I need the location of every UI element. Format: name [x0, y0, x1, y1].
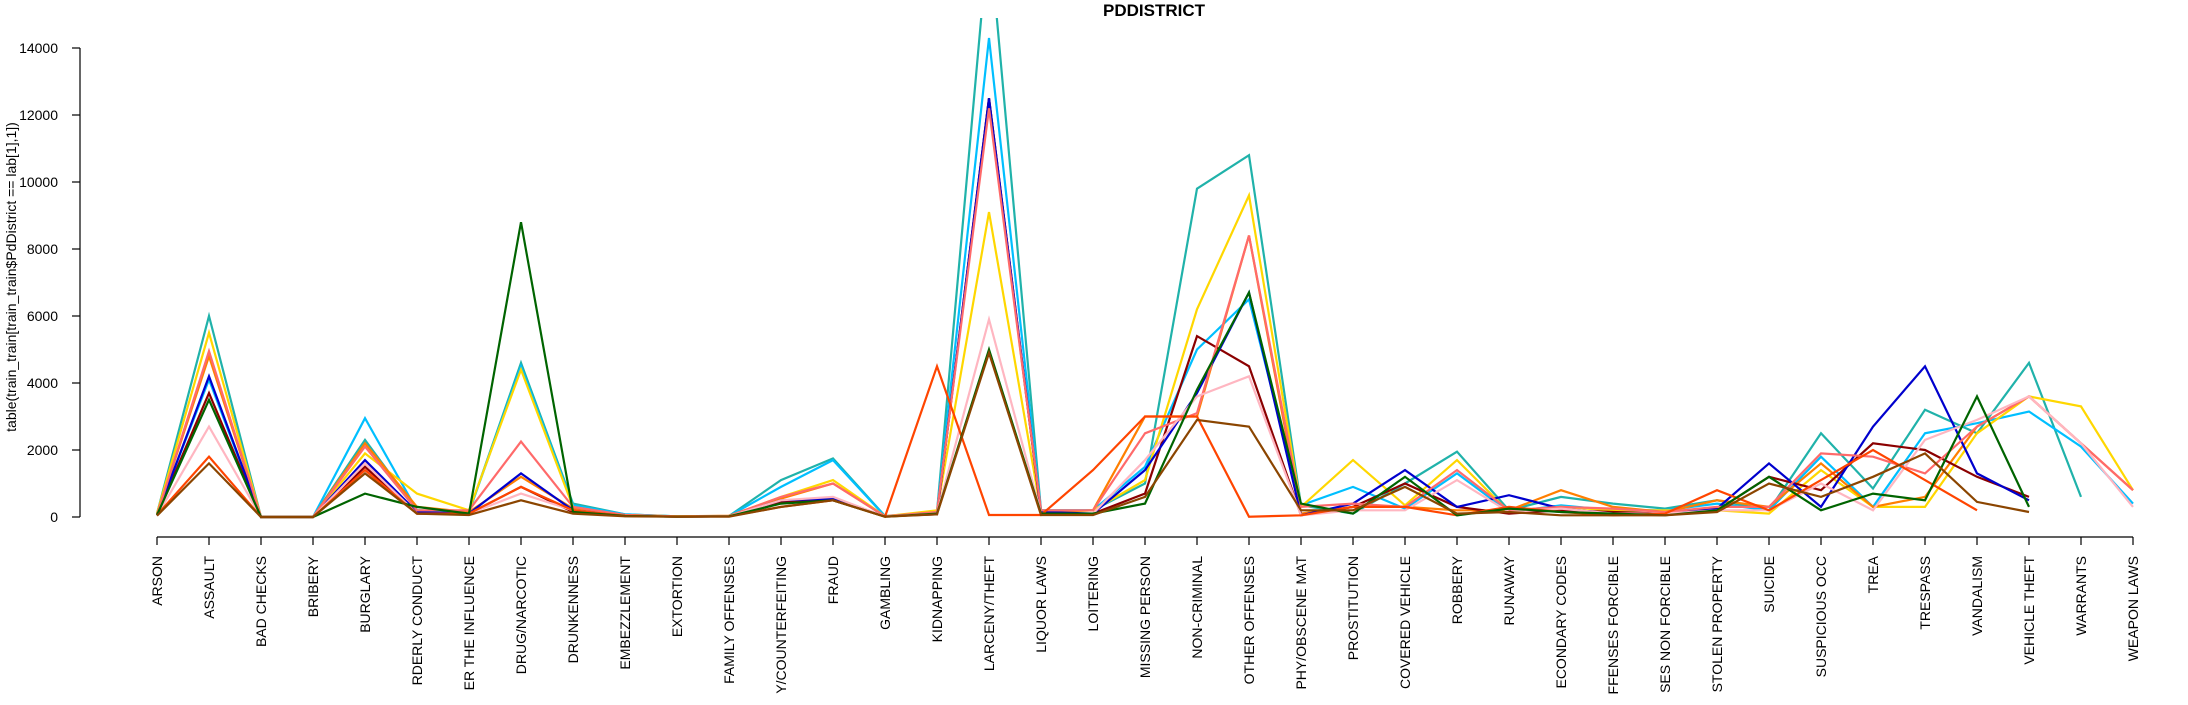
y-tick-label: 2000: [27, 442, 58, 458]
x-tick-label: OTHER OFFENSES: [1241, 556, 1257, 684]
x-tick-label: VEHICLE THEFT: [2021, 556, 2037, 665]
x-tick-label: NON-CRIMINAL: [1189, 556, 1205, 659]
x-tick-label: PHY/OBSCENE MAT: [1293, 556, 1309, 690]
y-tick-label: 12000: [19, 107, 58, 123]
x-tick-label: ROBBERY: [1449, 555, 1465, 624]
x-tick-label: MISSING PERSON: [1137, 556, 1153, 678]
series-line-10: [155, 222, 2030, 519]
x-tick-label: ASSAULT: [201, 556, 217, 619]
series-line-9: [156, 362, 1978, 519]
y-tick-label: 8000: [27, 241, 58, 257]
x-tick-label: DRUG/NARCOTIC: [513, 556, 529, 674]
x-tick-label: KIDNAPPING: [929, 556, 945, 642]
x-tick-label: WARRANTS: [2073, 556, 2089, 636]
x-tick-label: ARSON: [149, 556, 165, 606]
x-tick-label: GAMBLING: [877, 556, 893, 630]
series-line-5: [155, 98, 2030, 519]
x-tick-label: STOLEN PROPERTY: [1709, 555, 1725, 692]
x-tick-label: Y/COUNTERFEITING: [773, 556, 789, 694]
x-tick-label: EXTORTION: [669, 556, 685, 637]
series-line-2: [155, 37, 2134, 519]
series-line-7: [155, 108, 2134, 519]
series-layer: [155, 18, 2134, 519]
series-line-6: [155, 98, 2030, 519]
x-tick-label: ECONDARY CODES: [1553, 556, 1569, 689]
y-tick-label: 4000: [27, 375, 58, 391]
y-tick-label: 14000: [19, 40, 58, 56]
x-tick-label: FAMILY OFFENSES: [721, 556, 737, 684]
x-axis: ARSON ASSAULT BAD CHECKS BRIBERY BURGLARY RDE…: [149, 536, 2141, 694]
x-tick-label: FRAUD: [825, 556, 841, 604]
x-tick-label: SUICIDE: [1761, 556, 1777, 613]
y-axis: 0 2000 4000 6000 8000 10000 12000 14000: [19, 40, 81, 525]
x-tick-label: BURGLARY: [357, 555, 373, 632]
x-tick-label: VANDALISM: [1969, 556, 1985, 636]
x-tick-label: PROSTITUTION: [1345, 556, 1361, 660]
y-tick-label: 0: [50, 509, 58, 525]
x-tick-label: WEAPON LAWS: [2125, 556, 2141, 661]
x-tick-label: TRESPASS: [1917, 556, 1933, 630]
x-tick-label: TREA: [1865, 555, 1881, 593]
x-tick-label: BAD CHECKS: [253, 556, 269, 647]
x-tick-label: SUSPICIOUS OCC: [1813, 556, 1829, 677]
series-line-1: [155, 18, 2083, 519]
x-tick-label: ER THE INFLUENCE: [461, 556, 477, 690]
y-tick-label: 6000: [27, 308, 58, 324]
y-tick-label: 10000: [19, 174, 58, 190]
x-tick-label: LARCENY/THEFT: [981, 556, 997, 672]
chart-title: PDDISTRICT: [1103, 1, 1206, 20]
x-tick-label: LOITERING: [1085, 556, 1101, 631]
y-axis-label: table(train_train[train_train$PdDistrict…: [3, 122, 19, 432]
x-tick-label: BRIBERY: [305, 555, 321, 617]
x-tick-label: EMBEZZLEMENT: [617, 556, 633, 670]
x-tick-label: FFENSES FORCIBLE: [1605, 556, 1621, 694]
x-tick-label: RUNAWAY: [1501, 555, 1517, 625]
x-tick-label: SES NON FORCIBLE: [1657, 556, 1673, 693]
x-tick-label: RDERLY CONDUCT: [409, 556, 425, 686]
series-line-11: [156, 349, 2030, 519]
x-tick-label: COVERED VEHICLE: [1397, 556, 1413, 689]
x-tick-label: LIQUOR LAWS: [1033, 556, 1049, 653]
x-tick-label: DRUNKENNESS: [565, 556, 581, 663]
